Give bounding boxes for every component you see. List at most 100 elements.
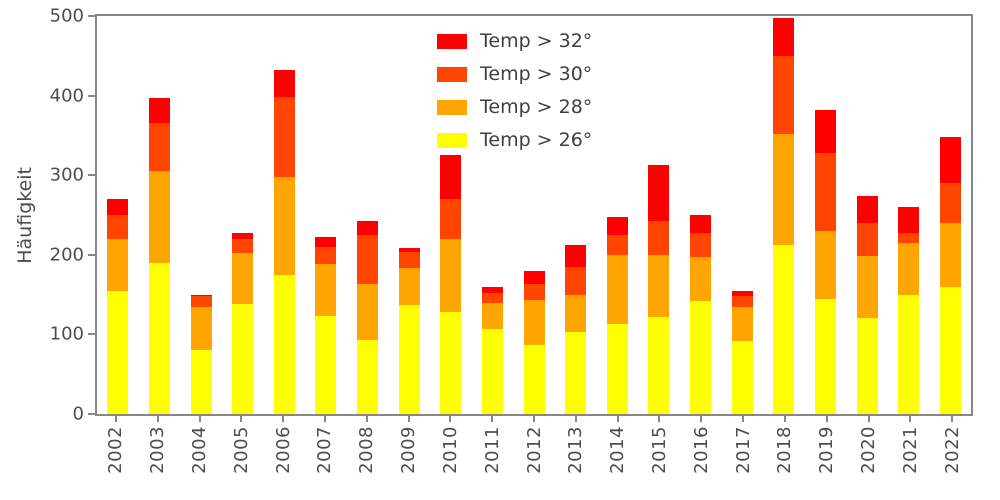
x-tick-label: 2013 <box>565 426 587 474</box>
bar-2002 <box>107 16 129 414</box>
x-tick-label: 2019 <box>816 426 838 474</box>
y-tick-label: 500 <box>49 5 84 27</box>
y-tick-mark <box>88 174 95 177</box>
bar-segment <box>357 284 379 340</box>
bar-segment <box>481 286 503 294</box>
bar-segment <box>648 254 670 317</box>
bar-segment <box>315 264 337 317</box>
bar-segment <box>856 256 878 319</box>
legend-label: Temp > 30° <box>480 63 593 85</box>
x-tick-mark <box>491 416 494 422</box>
x-tick-cell: 2021 <box>889 416 931 498</box>
bar-slot <box>222 16 264 414</box>
bar-2009 <box>398 16 420 414</box>
bar-segment <box>898 242 920 295</box>
x-tick-mark <box>365 416 368 422</box>
bar-2004 <box>190 16 212 414</box>
x-tick-mark <box>407 416 410 422</box>
bar-segment <box>440 238 462 313</box>
x-tick-label: 2004 <box>189 426 211 474</box>
bar-segment <box>773 18 795 56</box>
bar-segment <box>315 237 337 247</box>
bar-slot <box>805 16 847 414</box>
x-tick-mark <box>700 416 703 422</box>
bar-slot <box>513 16 555 414</box>
bar-slot <box>430 16 472 414</box>
bar-2011 <box>481 16 503 414</box>
y-tick-label: 100 <box>49 323 84 345</box>
bar-segment <box>273 97 295 177</box>
x-tick-cell: 2005 <box>220 416 262 498</box>
x-tick-label: 2020 <box>858 426 880 474</box>
x-tick-mark <box>951 416 954 422</box>
bar-segment <box>814 109 836 153</box>
y-tick-mark <box>88 94 95 97</box>
bar-2018 <box>773 16 795 414</box>
x-tick-mark <box>282 416 285 422</box>
legend-label: Temp > 28° <box>480 96 593 118</box>
bar-segment <box>731 306 753 341</box>
legend-row: Temp > 32° <box>437 30 592 52</box>
bar-segment <box>398 304 420 414</box>
bar-segment <box>107 238 129 291</box>
x-tick-label: 2005 <box>230 426 252 474</box>
bar-slot <box>930 16 972 414</box>
x-tick-cell: 2011 <box>471 416 513 498</box>
bar-slot <box>555 16 597 414</box>
bar-segment <box>606 217 628 235</box>
bar-segment <box>148 123 170 172</box>
bar-slot <box>139 16 181 414</box>
bar-segment <box>690 215 712 233</box>
bar-2010 <box>440 16 462 414</box>
bar-segment <box>565 266 587 295</box>
x-tick-cell: 2019 <box>806 416 848 498</box>
bar-segment <box>690 232 712 258</box>
y-tick-mark <box>88 413 95 415</box>
bar-2013 <box>565 16 587 414</box>
bar-segment <box>107 215 129 239</box>
bar-slot <box>763 16 805 414</box>
bar-slot <box>180 16 222 414</box>
y-tick-mark <box>88 253 95 256</box>
bar-slot <box>638 16 680 414</box>
bar-segment <box>398 248 420 253</box>
x-tick-cell: 2020 <box>848 416 890 498</box>
bar-2017 <box>731 16 753 414</box>
x-tick-mark <box>742 416 745 422</box>
x-tick-cell: 2006 <box>262 416 304 498</box>
bar-segment <box>773 133 795 246</box>
bar-2019 <box>814 16 836 414</box>
bar-segment <box>440 155 462 200</box>
y-tick-label: 400 <box>49 85 84 107</box>
bar-segment <box>481 293 503 303</box>
bar-2005 <box>232 16 254 414</box>
x-tick-cell: 2007 <box>304 416 346 498</box>
bar-segment <box>606 254 628 325</box>
legend-swatch <box>437 132 467 148</box>
bar-segment <box>939 137 961 184</box>
bar-2003 <box>148 16 170 414</box>
x-tick-cell: 2015 <box>639 416 681 498</box>
x-axis-ticks: 2002 2003 2004 2005 2006 2007 2008 2009 2010 2011… <box>95 416 973 498</box>
bar-segment <box>939 183 961 223</box>
bar-segment <box>148 171 170 263</box>
bar-slot <box>597 16 639 414</box>
plot-area: Temp > 32° Temp > 30° Temp > 28° Temp > 26° <box>95 14 973 416</box>
bar-segment <box>107 199 129 216</box>
x-tick-label: 2015 <box>648 426 670 474</box>
bar-segment <box>523 284 545 301</box>
legend-swatch <box>437 99 467 115</box>
x-tick-label: 2022 <box>941 426 963 474</box>
bar-segment <box>565 294 587 333</box>
bar-segment <box>606 234 628 255</box>
bar-segment <box>898 207 920 233</box>
legend-row: Temp > 30° <box>437 63 592 85</box>
bar-2016 <box>690 16 712 414</box>
y-tick-label: 0 <box>72 403 84 425</box>
x-tick-label: 2010 <box>439 426 461 474</box>
bar-segment <box>315 246 337 265</box>
bar-segment <box>773 245 795 414</box>
bar-segment <box>565 245 587 267</box>
bar-segment <box>939 286 961 414</box>
x-tick-cell: 2008 <box>346 416 388 498</box>
